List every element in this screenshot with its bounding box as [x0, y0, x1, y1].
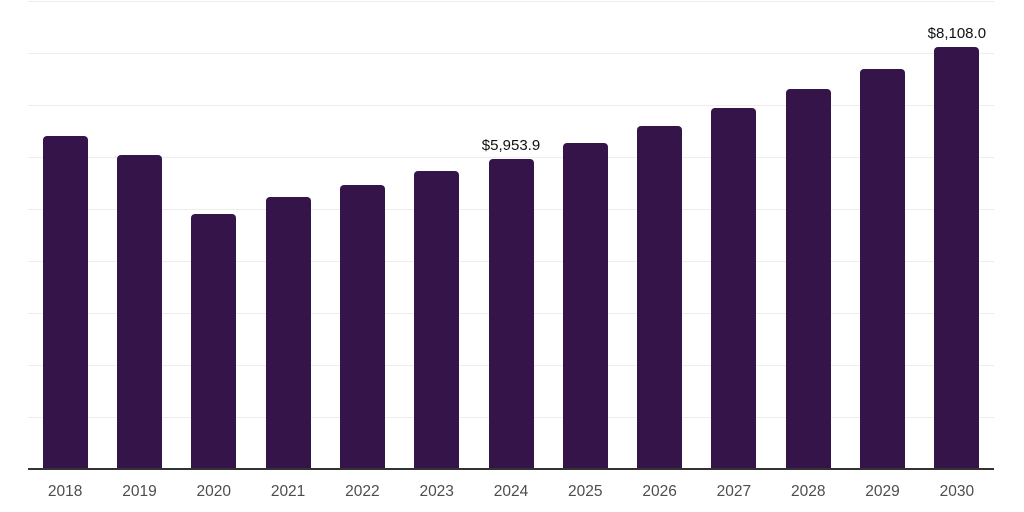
bar-2029	[860, 68, 906, 469]
bar-2025	[562, 143, 608, 469]
data-label-2030: $8,108.0	[927, 25, 987, 43]
bar-2026	[637, 125, 683, 469]
x-axis-labels: 2018 2019 2020 2021 2022 2023 2024 2025 2026 2027…	[28, 483, 994, 505]
x-tick-label-2029: 2029	[865, 483, 900, 500]
bar-2024	[488, 159, 534, 469]
x-tick-label-2023: 2023	[419, 483, 454, 500]
x-tick-label-2028: 2028	[790, 483, 826, 500]
bar-2027	[711, 107, 757, 469]
x-tick-label-2027: 2027	[716, 483, 752, 500]
x-tick-label-2018: 2018	[47, 483, 83, 500]
x-tick-label-2030: 2030	[939, 483, 975, 500]
gridline-7000	[28, 105, 994, 106]
x-tick-label-2024: 2024	[493, 483, 529, 500]
bar-2030	[934, 47, 980, 469]
bar-2023	[414, 171, 460, 469]
x-tick-label-2021: 2021	[270, 483, 306, 500]
bar-2020	[191, 214, 237, 469]
bar-2028	[785, 88, 831, 469]
bar-2018	[42, 136, 88, 469]
gridline-8000	[28, 53, 994, 54]
bar-2019	[116, 155, 162, 469]
x-axis-line	[28, 468, 994, 470]
bar-2022	[339, 184, 385, 469]
x-tick-label-2026: 2026	[642, 483, 677, 500]
bar-2021	[265, 196, 311, 469]
x-tick-label-2025: 2025	[568, 483, 603, 500]
x-tick-label-2020: 2020	[196, 483, 232, 500]
gridline-9000	[28, 1, 994, 2]
x-tick-label-2022: 2022	[345, 483, 380, 500]
x-tick-label-2019: 2019	[122, 483, 157, 500]
plot-area: $5,953.9 $8,108.0	[28, 0, 994, 470]
gridline-6000	[28, 157, 994, 158]
data-label-2024: $5,953.9	[481, 137, 541, 155]
